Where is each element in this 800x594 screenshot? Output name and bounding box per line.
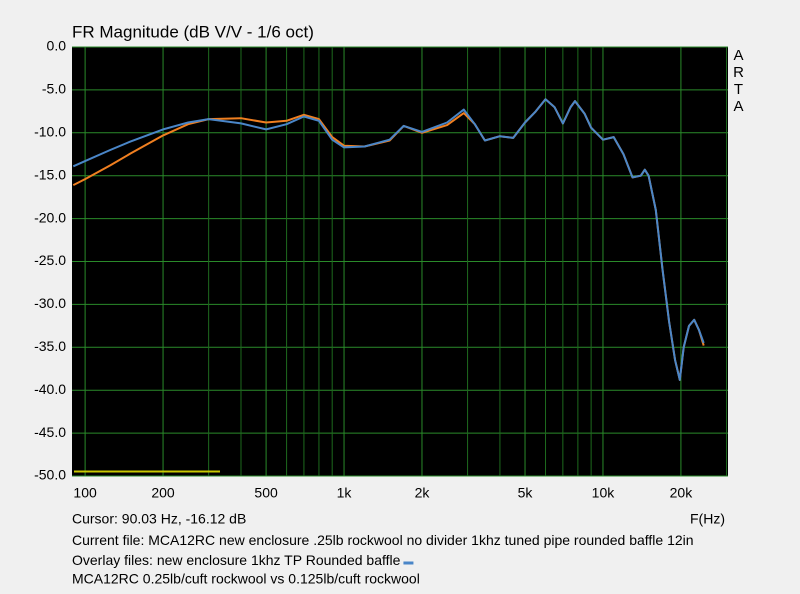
y-tick-label: -35.0 [34, 338, 66, 354]
y-tick-label: -45.0 [34, 424, 66, 440]
y-tick-label: -15.0 [34, 166, 66, 182]
current-file: Current file: MCA12RC new enclosure .25l… [72, 532, 694, 548]
y-tick-label: -20.0 [34, 209, 66, 225]
x-tick-label: 2k [415, 485, 431, 501]
series-line [72, 98, 705, 381]
x-tick-label: 1k [337, 485, 353, 501]
y-tick-label: -30.0 [34, 295, 66, 311]
overlay-files: Overlay files: new enclosure 1khz TP Rou… [72, 552, 401, 568]
x-tick-label: 20k [670, 485, 694, 501]
x-tick-label: 10k [592, 485, 616, 501]
overlay-label: Overlay files: [72, 552, 153, 568]
legend-entry: MCA12RC new enclosure .25lb rockwool no … [148, 532, 693, 548]
comment: MCA12RC 0.25lb/cuft rockwool vs 0.125lb/… [72, 571, 420, 587]
y-tick-label: -10.0 [34, 124, 66, 140]
brand: ARTA [730, 47, 747, 115]
legend-entry: new enclosure 1khz TP Rounded baffle [157, 552, 401, 568]
y-tick-label: -5.0 [42, 81, 66, 97]
current-label: Current file: [72, 532, 144, 548]
y-tick-label: -40.0 [34, 381, 66, 397]
y-tick-label: -50.0 [34, 467, 66, 483]
x-tick-label: 5k [518, 485, 534, 501]
y-tick-label: -25.0 [34, 252, 66, 268]
y-tick-label: 0.0 [47, 38, 67, 54]
x-tick-label: 500 [254, 485, 278, 501]
x-axis-label: F(Hz) [690, 511, 725, 527]
x-tick-label: 100 [73, 485, 97, 501]
chart-title: FR Magnitude (dB V/V - 1/6 oct) [72, 22, 314, 41]
cursor-readout: Cursor: 90.03 Hz, -16.12 dB [72, 511, 246, 527]
x-tick-label: 200 [151, 485, 175, 501]
